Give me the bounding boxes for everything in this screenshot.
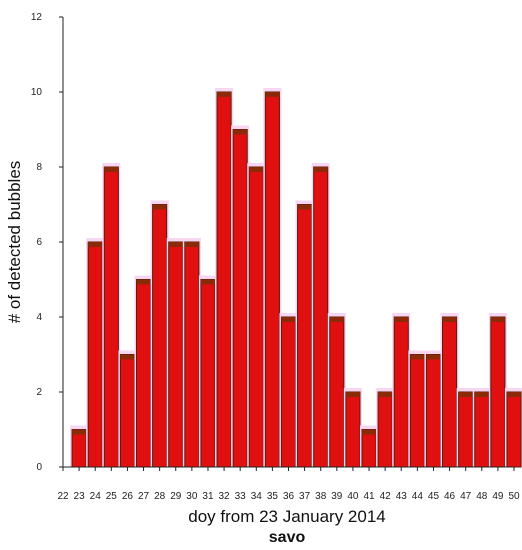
- y-tick-label: 10: [31, 87, 43, 98]
- bar-cap-44: [410, 355, 424, 360]
- x-ticks-group: 22 23 24 25 26 27 28 29 30 31 32 33 34 35 36 37 38 39 40 41…: [57, 467, 520, 502]
- bar-30: [185, 242, 199, 467]
- x-tick-label: 26: [122, 491, 134, 502]
- bar-36: [281, 317, 295, 467]
- bar-27: [136, 280, 150, 468]
- bar-cap-43: [394, 317, 408, 322]
- bar-cap-50: [507, 392, 521, 397]
- x-tick-label: 35: [267, 491, 279, 502]
- y-tick-label: 12: [31, 12, 43, 23]
- bar-25: [104, 167, 118, 467]
- bar-cap-38: [314, 167, 328, 172]
- bar-cap-23: [72, 430, 86, 435]
- bar-cap-48: [475, 392, 489, 397]
- y-tick-label: 0: [36, 462, 42, 473]
- x-tick-label: 32: [219, 491, 231, 502]
- x-tick-label: 44: [412, 491, 424, 502]
- x-tick-label: 39: [331, 491, 343, 502]
- x-tick-label: 29: [170, 491, 182, 502]
- x-tick-label: 48: [476, 491, 488, 502]
- x-tick-label: 37: [299, 491, 311, 502]
- bar-42: [378, 392, 392, 467]
- x-tick-label: 36: [283, 491, 295, 502]
- bar-cap-34: [249, 167, 263, 172]
- bar-44: [410, 355, 424, 468]
- x-tick-label: 22: [57, 491, 69, 502]
- bar-cap-27: [136, 280, 150, 285]
- y-axis-title: # of detected bubbles: [5, 161, 24, 324]
- bar-cap-39: [330, 317, 344, 322]
- y-tick-label: 8: [36, 162, 42, 173]
- bar-33: [233, 130, 247, 468]
- y-tick-label: 6: [36, 237, 42, 248]
- x-tick-label: 30: [186, 491, 198, 502]
- bars-group: [70, 88, 522, 467]
- y-ticks-group: 0 2 4 6 8 10 12: [31, 12, 63, 473]
- bar-cap-36: [281, 317, 295, 322]
- x-tick-label: 38: [315, 491, 327, 502]
- bar-31: [201, 280, 215, 468]
- bar-cap-26: [120, 355, 134, 360]
- bar-49: [491, 317, 505, 467]
- bar-cap-33: [233, 130, 247, 135]
- x-tick-label: 45: [428, 491, 440, 502]
- bar-cap-25: [104, 167, 118, 172]
- bar-cap-37: [298, 205, 312, 210]
- bar-29: [169, 242, 183, 467]
- chart-title: savo: [269, 529, 306, 546]
- bar-40: [346, 392, 360, 467]
- bar-cap-46: [443, 317, 457, 322]
- x-tick-label: 46: [444, 491, 456, 502]
- x-tick-label: 23: [74, 491, 86, 502]
- x-tick-label: 42: [380, 491, 392, 502]
- bar-39: [330, 317, 344, 467]
- bar-32: [217, 92, 231, 467]
- bar-cap-35: [265, 92, 279, 97]
- x-tick-label: 25: [106, 491, 118, 502]
- bar-48: [475, 392, 489, 467]
- bar-45: [426, 355, 440, 468]
- x-tick-label: 28: [154, 491, 166, 502]
- bar-cap-29: [169, 242, 183, 247]
- bar-41: [362, 430, 376, 468]
- bar-43: [394, 317, 408, 467]
- x-tick-label: 27: [138, 491, 150, 502]
- bar-38: [314, 167, 328, 467]
- x-tick-label: 49: [492, 491, 504, 502]
- bar-35: [265, 92, 279, 467]
- bar-cap-42: [378, 392, 392, 397]
- bar-26: [120, 355, 134, 468]
- bar-cap-32: [217, 92, 231, 97]
- bar-cap-47: [459, 392, 473, 397]
- bar-cap-49: [491, 317, 505, 322]
- bar-cap-28: [153, 205, 167, 210]
- bar-cap-40: [346, 392, 360, 397]
- bar-cap-30: [185, 242, 199, 247]
- x-tick-label: 31: [202, 491, 214, 502]
- x-tick-label: 34: [251, 491, 263, 502]
- x-tick-label: 47: [460, 491, 472, 502]
- x-axis-title: doy from 23 January 2014: [188, 507, 386, 526]
- x-tick-label: 40: [347, 491, 359, 502]
- x-tick-label: 43: [396, 491, 408, 502]
- bar-28: [153, 205, 167, 468]
- bar-23: [72, 430, 86, 468]
- bar-24: [88, 242, 102, 467]
- bar-47: [459, 392, 473, 467]
- x-tick-label: 50: [508, 491, 520, 502]
- bar-46: [443, 317, 457, 467]
- bar-34: [249, 167, 263, 467]
- x-tick-label: 33: [235, 491, 247, 502]
- x-tick-label: 24: [90, 491, 102, 502]
- bar-cap-45: [426, 355, 440, 360]
- x-tick-label: 41: [363, 491, 375, 502]
- y-tick-label: 2: [36, 387, 42, 398]
- bar-50: [507, 392, 521, 467]
- y-tick-label: 4: [36, 312, 42, 323]
- bar-cap-41: [362, 430, 376, 435]
- bar-cap-24: [88, 242, 102, 247]
- bar-37: [298, 205, 312, 468]
- bar-cap-31: [201, 280, 215, 285]
